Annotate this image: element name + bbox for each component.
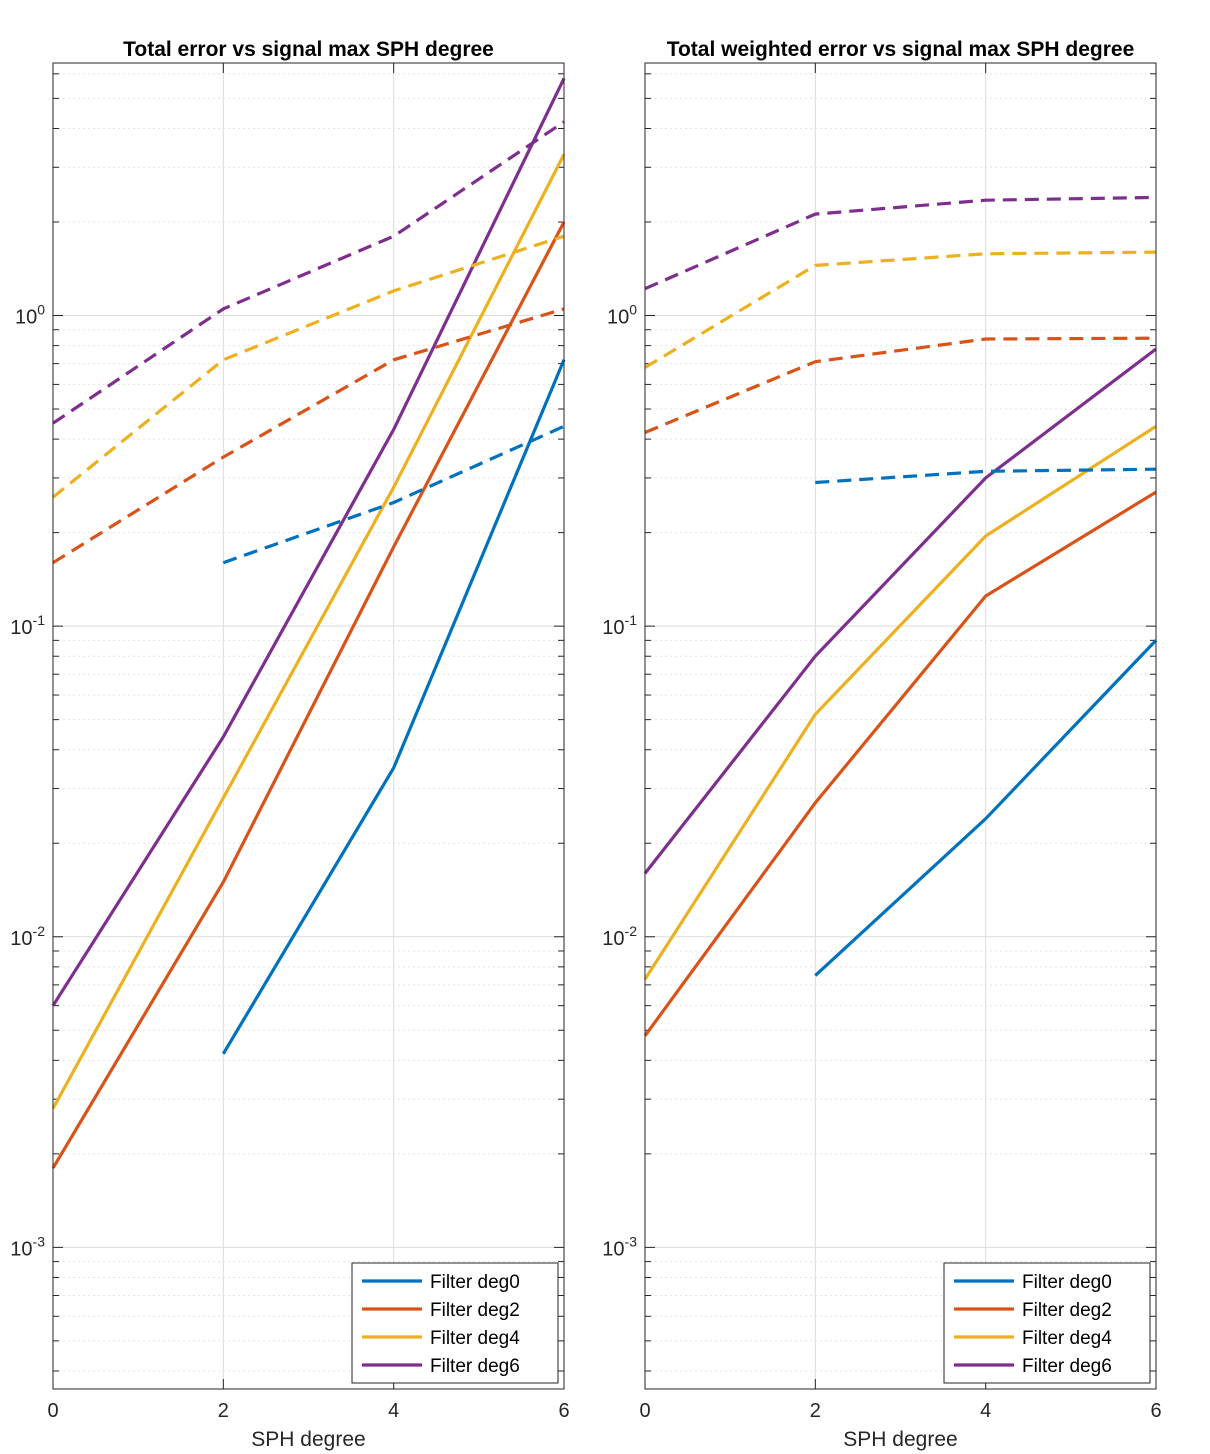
series-group: [643, 195, 1158, 1037]
axes-box: [52, 62, 565, 1390]
x-tick-label: 2: [218, 1400, 229, 1422]
series-line-solid-1: [51, 221, 566, 1169]
series-line-dashed-5: [52, 307, 565, 565]
series-group: [51, 77, 566, 1169]
legend-box: [351, 1262, 559, 1384]
axes-box: [644, 62, 1157, 1390]
y-tick-label: 10-1: [10, 612, 45, 639]
legend-box: [943, 1262, 1151, 1384]
series-line-dashed-7: [52, 120, 565, 425]
grid: [644, 63, 1157, 1389]
legend-label: Filter deg6: [430, 1356, 520, 1377]
x-tick-label: 6: [1150, 1400, 1161, 1422]
chart-panel-0: 10-3 10-2 10-1 100 0 2 4 6 Total error vs signal…: [10, 38, 569, 1451]
series-line-dashed-4: [222, 424, 565, 565]
legend-label: Filter deg4: [430, 1328, 520, 1349]
x-tick-label: 0: [639, 1400, 650, 1422]
chart-panel-1: 10-3 10-2 10-1 100 0 2 4 6 Total weighted error …: [602, 38, 1161, 1451]
series-line-solid-3: [51, 77, 566, 1007]
series-line-solid-2: [643, 424, 1157, 981]
y-tick-label: 10-3: [10, 1233, 45, 1260]
series-line-dashed-6: [644, 250, 1157, 369]
x-axis-label: SPH degree: [251, 1428, 365, 1451]
legend-label: Filter deg6: [1022, 1356, 1112, 1377]
series-line-solid-2: [51, 153, 566, 1110]
plot-area: [53, 63, 564, 1389]
y-tick-label: 10-2: [10, 923, 45, 950]
series-line-solid-0: [221, 359, 566, 1055]
x-tick-label: 2: [810, 1400, 821, 1422]
x-axis-label: SPH degree: [843, 1428, 957, 1451]
x-tick-label: 4: [388, 1400, 399, 1422]
series-line-solid-3: [643, 347, 1157, 875]
series-line-dashed-4: [815, 467, 1157, 485]
legend: Filter deg0 Filter deg2 Filter deg4 Filter …: [351, 1262, 559, 1384]
series-line-dashed-6: [51, 234, 565, 499]
legend-label: Filter deg4: [1022, 1328, 1112, 1349]
x-tick-label: 4: [980, 1400, 991, 1422]
x-tick-label: 6: [558, 1400, 569, 1422]
y-tick-label: 10-3: [602, 1233, 637, 1260]
y-tick-label: 100: [607, 302, 637, 329]
series-line-solid-1: [643, 490, 1157, 1037]
series-line-dashed-7: [644, 195, 1157, 291]
legend-label: Filter deg0: [1022, 1272, 1112, 1293]
y-tick-label: 100: [15, 302, 45, 329]
legend-label: Filter deg2: [1022, 1300, 1112, 1321]
chart-title: Total weighted error vs signal max SPH d…: [667, 38, 1135, 61]
legend-label: Filter deg0: [430, 1272, 520, 1293]
x-tick-label: 0: [47, 1400, 58, 1422]
legend-label: Filter deg2: [430, 1300, 520, 1321]
y-tick-label: 10-1: [602, 612, 637, 639]
series-line-dashed-5: [644, 336, 1157, 434]
chart-title: Total error vs signal max SPH degree: [123, 38, 494, 61]
plot-area: [645, 63, 1156, 1389]
series-line-solid-0: [814, 639, 1158, 977]
y-tick-label: 10-2: [602, 923, 637, 950]
legend: Filter deg0 Filter deg2 Filter deg4 Filter …: [943, 1262, 1151, 1384]
